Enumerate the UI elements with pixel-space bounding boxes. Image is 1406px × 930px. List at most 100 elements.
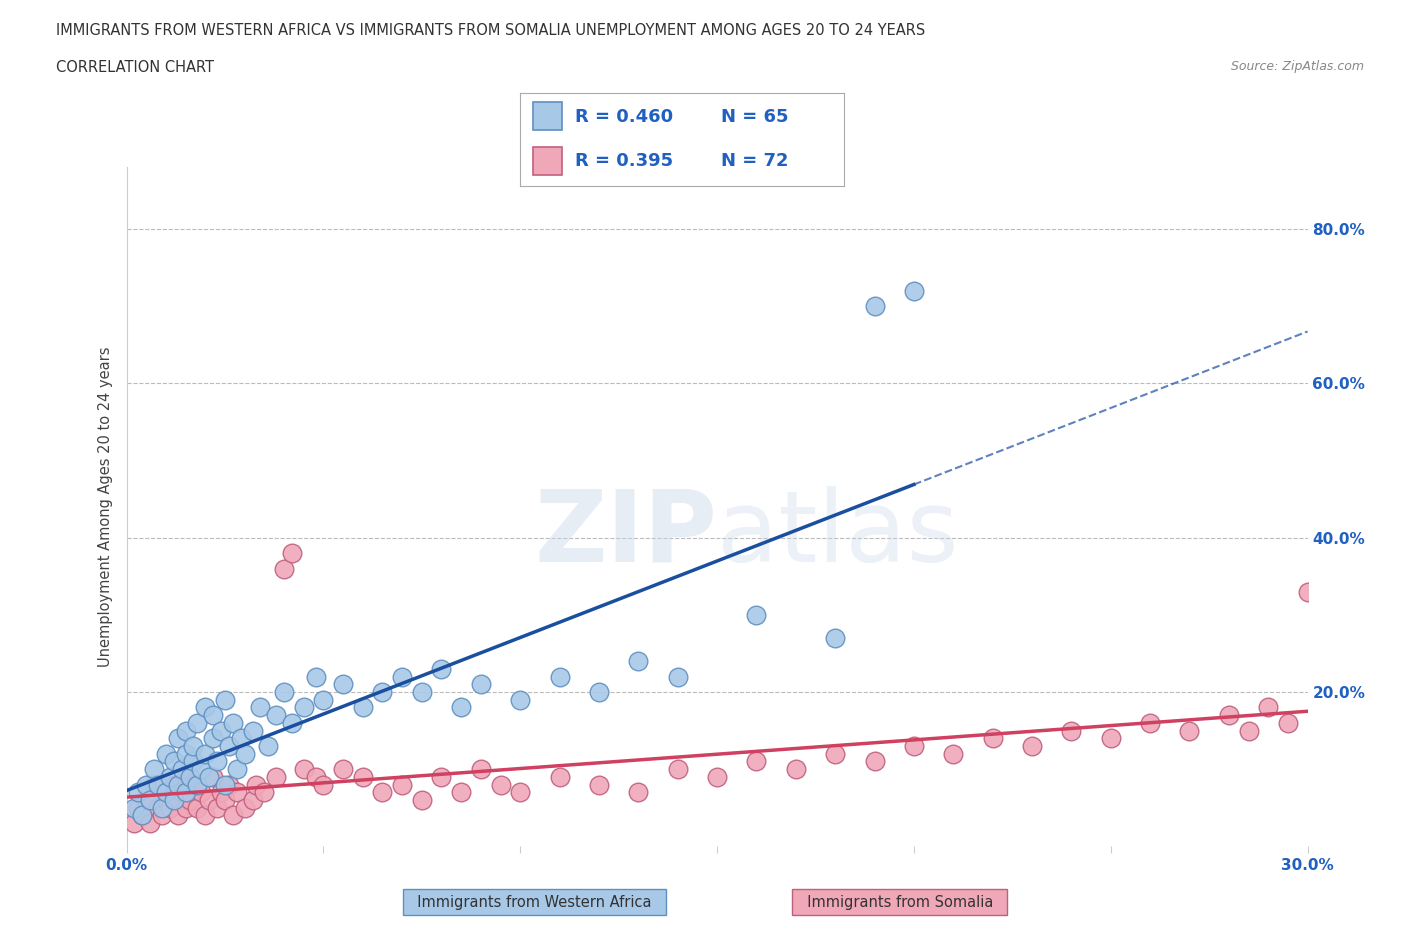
- Point: [863, 754, 886, 769]
- Point: [159, 769, 181, 784]
- Point: [588, 777, 610, 792]
- Point: [371, 785, 394, 800]
- Point: [942, 746, 965, 761]
- Point: [218, 738, 240, 753]
- Point: [202, 708, 225, 723]
- Point: [174, 769, 197, 784]
- Point: [166, 777, 188, 792]
- Point: [304, 670, 326, 684]
- Point: [186, 777, 208, 792]
- Point: [257, 738, 280, 753]
- Point: [214, 792, 236, 807]
- Text: ZIP: ZIP: [534, 485, 717, 582]
- Point: [135, 777, 157, 792]
- Point: [198, 769, 221, 784]
- Point: [124, 801, 146, 816]
- Point: [163, 777, 186, 792]
- Point: [430, 769, 453, 784]
- Point: [166, 808, 188, 823]
- Y-axis label: Unemployment Among Ages 20 to 24 years: Unemployment Among Ages 20 to 24 years: [98, 347, 114, 667]
- Point: [242, 792, 264, 807]
- Point: [183, 738, 205, 753]
- Point: [222, 808, 245, 823]
- Point: [470, 762, 492, 777]
- Point: [209, 785, 232, 800]
- Point: [706, 769, 728, 784]
- Point: [163, 754, 186, 769]
- Point: [218, 777, 240, 792]
- Point: [155, 785, 177, 800]
- Point: [245, 777, 267, 792]
- Point: [489, 777, 512, 792]
- Point: [745, 607, 768, 622]
- Point: [903, 738, 925, 753]
- Point: [430, 661, 453, 676]
- Bar: [533, 102, 562, 130]
- Point: [391, 670, 413, 684]
- Point: [981, 731, 1004, 746]
- Point: [127, 785, 149, 800]
- Text: N = 65: N = 65: [721, 108, 789, 126]
- Point: [1060, 724, 1083, 738]
- Bar: [533, 147, 562, 175]
- Point: [166, 731, 188, 746]
- Point: [352, 700, 374, 715]
- Point: [159, 801, 181, 816]
- Point: [281, 546, 304, 561]
- Point: [155, 746, 177, 761]
- Point: [127, 801, 149, 816]
- Point: [190, 785, 212, 800]
- Point: [186, 715, 208, 730]
- Point: [903, 284, 925, 299]
- Point: [143, 777, 166, 792]
- Point: [627, 654, 650, 669]
- Point: [824, 746, 846, 761]
- Point: [1021, 738, 1043, 753]
- Point: [183, 754, 205, 769]
- Text: CORRELATION CHART: CORRELATION CHART: [56, 60, 214, 75]
- Point: [194, 808, 217, 823]
- Point: [174, 785, 197, 800]
- Point: [131, 808, 153, 823]
- Point: [1257, 700, 1279, 715]
- Point: [273, 684, 295, 699]
- Point: [174, 724, 197, 738]
- Point: [264, 769, 287, 784]
- Point: [202, 731, 225, 746]
- Point: [1237, 724, 1260, 738]
- Point: [179, 792, 201, 807]
- Text: Immigrants from Western Africa: Immigrants from Western Africa: [408, 895, 661, 910]
- Point: [411, 684, 433, 699]
- Point: [292, 762, 315, 777]
- Point: [155, 792, 177, 807]
- Point: [205, 754, 228, 769]
- Point: [470, 677, 492, 692]
- Text: Immigrants from Somalia: Immigrants from Somalia: [797, 895, 1002, 910]
- Point: [214, 692, 236, 707]
- Point: [450, 785, 472, 800]
- Point: [179, 769, 201, 784]
- Point: [222, 715, 245, 730]
- Point: [281, 715, 304, 730]
- Point: [371, 684, 394, 699]
- Point: [225, 762, 247, 777]
- Point: [1139, 715, 1161, 730]
- Point: [1277, 715, 1299, 730]
- Point: [150, 808, 173, 823]
- Point: [186, 801, 208, 816]
- Point: [155, 785, 177, 800]
- Point: [253, 785, 276, 800]
- Point: [273, 561, 295, 576]
- Point: [163, 792, 186, 807]
- Point: [1218, 708, 1240, 723]
- Text: N = 72: N = 72: [721, 153, 789, 170]
- Text: IMMIGRANTS FROM WESTERN AFRICA VS IMMIGRANTS FROM SOMALIA UNEMPLOYMENT AMONG AGE: IMMIGRANTS FROM WESTERN AFRICA VS IMMIGR…: [56, 23, 925, 38]
- Point: [332, 677, 354, 692]
- Point: [205, 801, 228, 816]
- Point: [225, 785, 247, 800]
- Point: [548, 670, 571, 684]
- Point: [143, 762, 166, 777]
- Point: [124, 816, 146, 830]
- Text: Source: ZipAtlas.com: Source: ZipAtlas.com: [1230, 60, 1364, 73]
- Point: [150, 801, 173, 816]
